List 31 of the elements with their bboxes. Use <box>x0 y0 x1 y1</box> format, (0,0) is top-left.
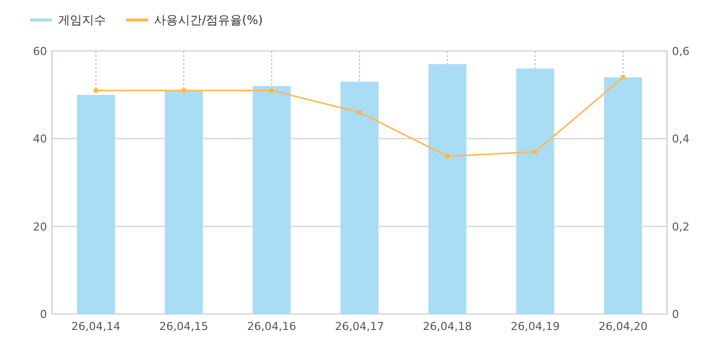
bar <box>428 64 466 314</box>
legend-label: 사용시간/점유율(%) <box>154 13 263 27</box>
x-tick-label: 26,04,20 <box>598 320 648 333</box>
y-tick-label: 0 <box>40 308 47 321</box>
point <box>444 154 450 159</box>
point <box>620 74 626 80</box>
x-tick-label: 26,04,16 <box>247 320 296 333</box>
y2-tick-label: 0 <box>672 308 679 321</box>
bar <box>604 77 642 314</box>
bar <box>164 90 203 314</box>
x-tick-label: 26,04,17 <box>335 320 384 333</box>
y2-tick-label: 0,4 <box>672 132 690 146</box>
point <box>269 88 274 93</box>
bar <box>340 82 378 314</box>
legend-label: 게임지수 <box>58 13 106 27</box>
x-tick-label: 26,04,18 <box>422 320 472 333</box>
x-tick-label: 26,04,14 <box>71 320 120 333</box>
point <box>532 149 538 154</box>
bar <box>76 94 115 314</box>
point <box>181 88 186 93</box>
point <box>93 88 98 93</box>
x-tick-label: 26,04,19 <box>510 320 560 333</box>
point <box>357 110 362 115</box>
bar <box>516 68 554 314</box>
y-tick-label: 40 <box>33 132 47 146</box>
y-tick-label: 60 <box>33 45 47 58</box>
y2-tick-label: 0,6 <box>672 45 690 58</box>
y-tick-label: 20 <box>33 220 47 234</box>
x-tick-label: 26,04,15 <box>159 320 208 333</box>
bar <box>252 86 291 314</box>
y2-tick-label: 0,2 <box>672 220 690 234</box>
